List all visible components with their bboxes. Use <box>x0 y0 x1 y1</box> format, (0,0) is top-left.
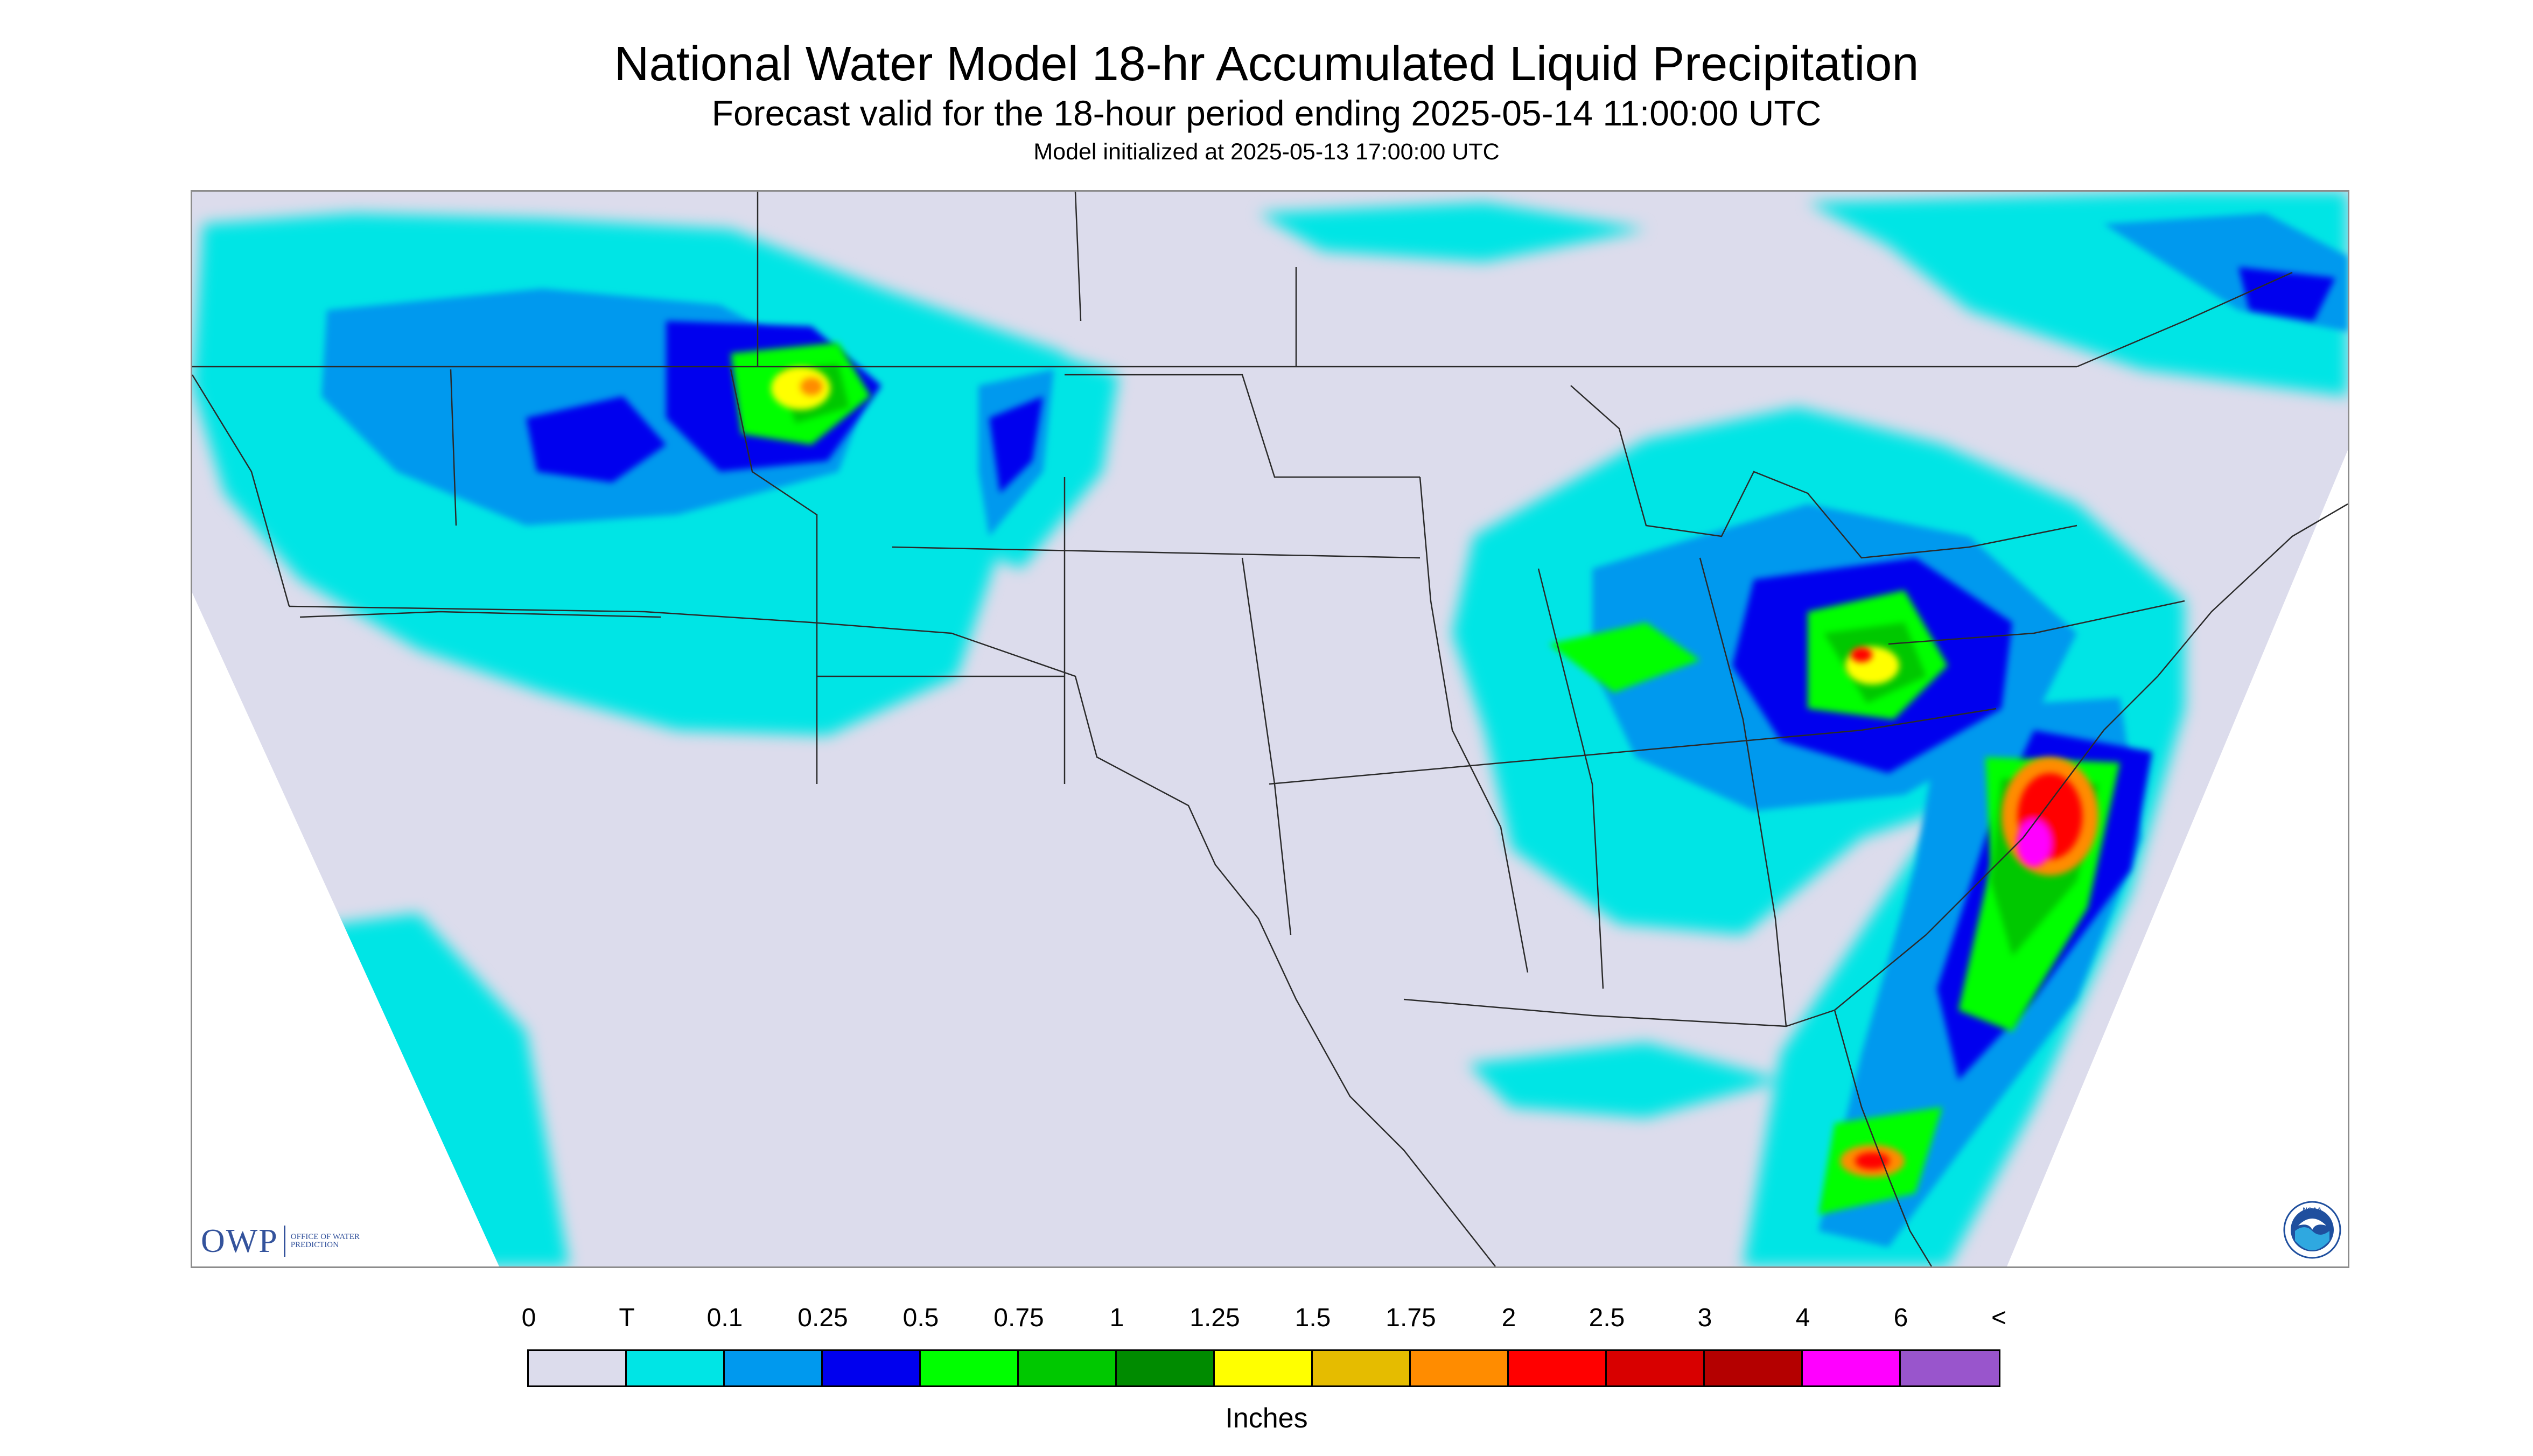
legend-tick-label: 6 <box>1893 1304 1908 1332</box>
us-mexico-border <box>289 605 1496 1266</box>
precipitation-map: OWP OFFICE OF WATER PREDICTION NOAA <box>191 190 2349 1268</box>
legend-tick-label: 1.75 <box>1386 1304 1436 1332</box>
state-line <box>1065 374 1420 478</box>
atlantic-coast <box>1834 503 2348 1011</box>
color-legend-bar <box>527 1349 2000 1387</box>
legend-swatch <box>1215 1351 1313 1385</box>
state-line <box>1269 708 1997 785</box>
state-line <box>730 369 818 601</box>
legend-swatch <box>529 1351 627 1385</box>
map-canvas <box>192 192 2348 1266</box>
owp-logo-letters: OWP <box>201 1223 278 1259</box>
legend-swatch <box>1705 1351 1803 1385</box>
state-line <box>1888 600 2185 645</box>
legend-swatch <box>725 1351 823 1385</box>
gulf-coast <box>1403 998 1835 1027</box>
owp-logo: OWP OFFICE OF WATER PREDICTION <box>201 1223 372 1259</box>
legend-tick-label: < <box>1991 1304 2007 1332</box>
legend-swatch <box>1509 1351 1607 1385</box>
map-subtitle: Forecast valid for the 18-hour period en… <box>711 93 1822 133</box>
florida-coast <box>1834 1010 1933 1266</box>
state-line <box>450 369 457 526</box>
great-lakes-outline <box>1570 385 2077 559</box>
legend-tick-label: 0.75 <box>993 1304 1044 1332</box>
map-title: National Water Model 18-hr Accumulated L… <box>614 37 1919 91</box>
legend-units-label: Inches <box>1225 1403 1308 1434</box>
state-line <box>892 546 1421 559</box>
legend-tick-label: 1.25 <box>1189 1304 1240 1332</box>
state-line <box>299 611 661 618</box>
legend-tick-label: 0.1 <box>706 1304 743 1332</box>
legend-tick-label: 3 <box>1697 1304 1712 1332</box>
legend-tick-label: 4 <box>1795 1304 1810 1332</box>
legend-tick-label: 2.5 <box>1589 1304 1625 1332</box>
legend-swatch <box>921 1351 1019 1385</box>
owp-logo-divider <box>283 1226 285 1257</box>
legend-tick-label: 1 <box>1109 1304 1124 1332</box>
legend-tick-label: 1.5 <box>1295 1304 1331 1332</box>
legend-tick-label: 0 <box>521 1304 536 1332</box>
state-line <box>1699 557 1787 1027</box>
legend-swatch <box>1901 1351 1999 1385</box>
state-line <box>1537 568 1604 989</box>
precip-2-plus-areas <box>1851 647 2082 1170</box>
state-line <box>1419 477 1529 973</box>
legend-swatch <box>1411 1351 1509 1385</box>
legend-tick-label: 2 <box>1501 1304 1516 1332</box>
noaa-letters: NOAA <box>2303 1206 2322 1214</box>
legend-swatch <box>1117 1351 1215 1385</box>
legend-tick-label: 0.5 <box>902 1304 939 1332</box>
pacific-coast <box>192 374 290 607</box>
legend-tick-label: 0.25 <box>797 1304 848 1332</box>
legend-tick-label: T <box>619 1304 635 1332</box>
legend-swatch <box>1607 1351 1705 1385</box>
us-canada-border-east <box>2076 271 2293 368</box>
province-border <box>1074 192 1082 321</box>
legend-swatch <box>1019 1351 1117 1385</box>
noaa-seal-icon: NOAA <box>2283 1201 2341 1259</box>
political-boundaries <box>192 192 2348 1266</box>
legend-swatch <box>627 1351 725 1385</box>
model-init-time: Model initialized at 2025-05-13 17:00:00… <box>1033 139 1500 165</box>
legend-swatch <box>1803 1351 1901 1385</box>
legend-swatch <box>1313 1351 1411 1385</box>
owp-logo-subtext: OFFICE OF WATER PREDICTION <box>290 1233 360 1249</box>
legend-swatch <box>823 1351 921 1385</box>
